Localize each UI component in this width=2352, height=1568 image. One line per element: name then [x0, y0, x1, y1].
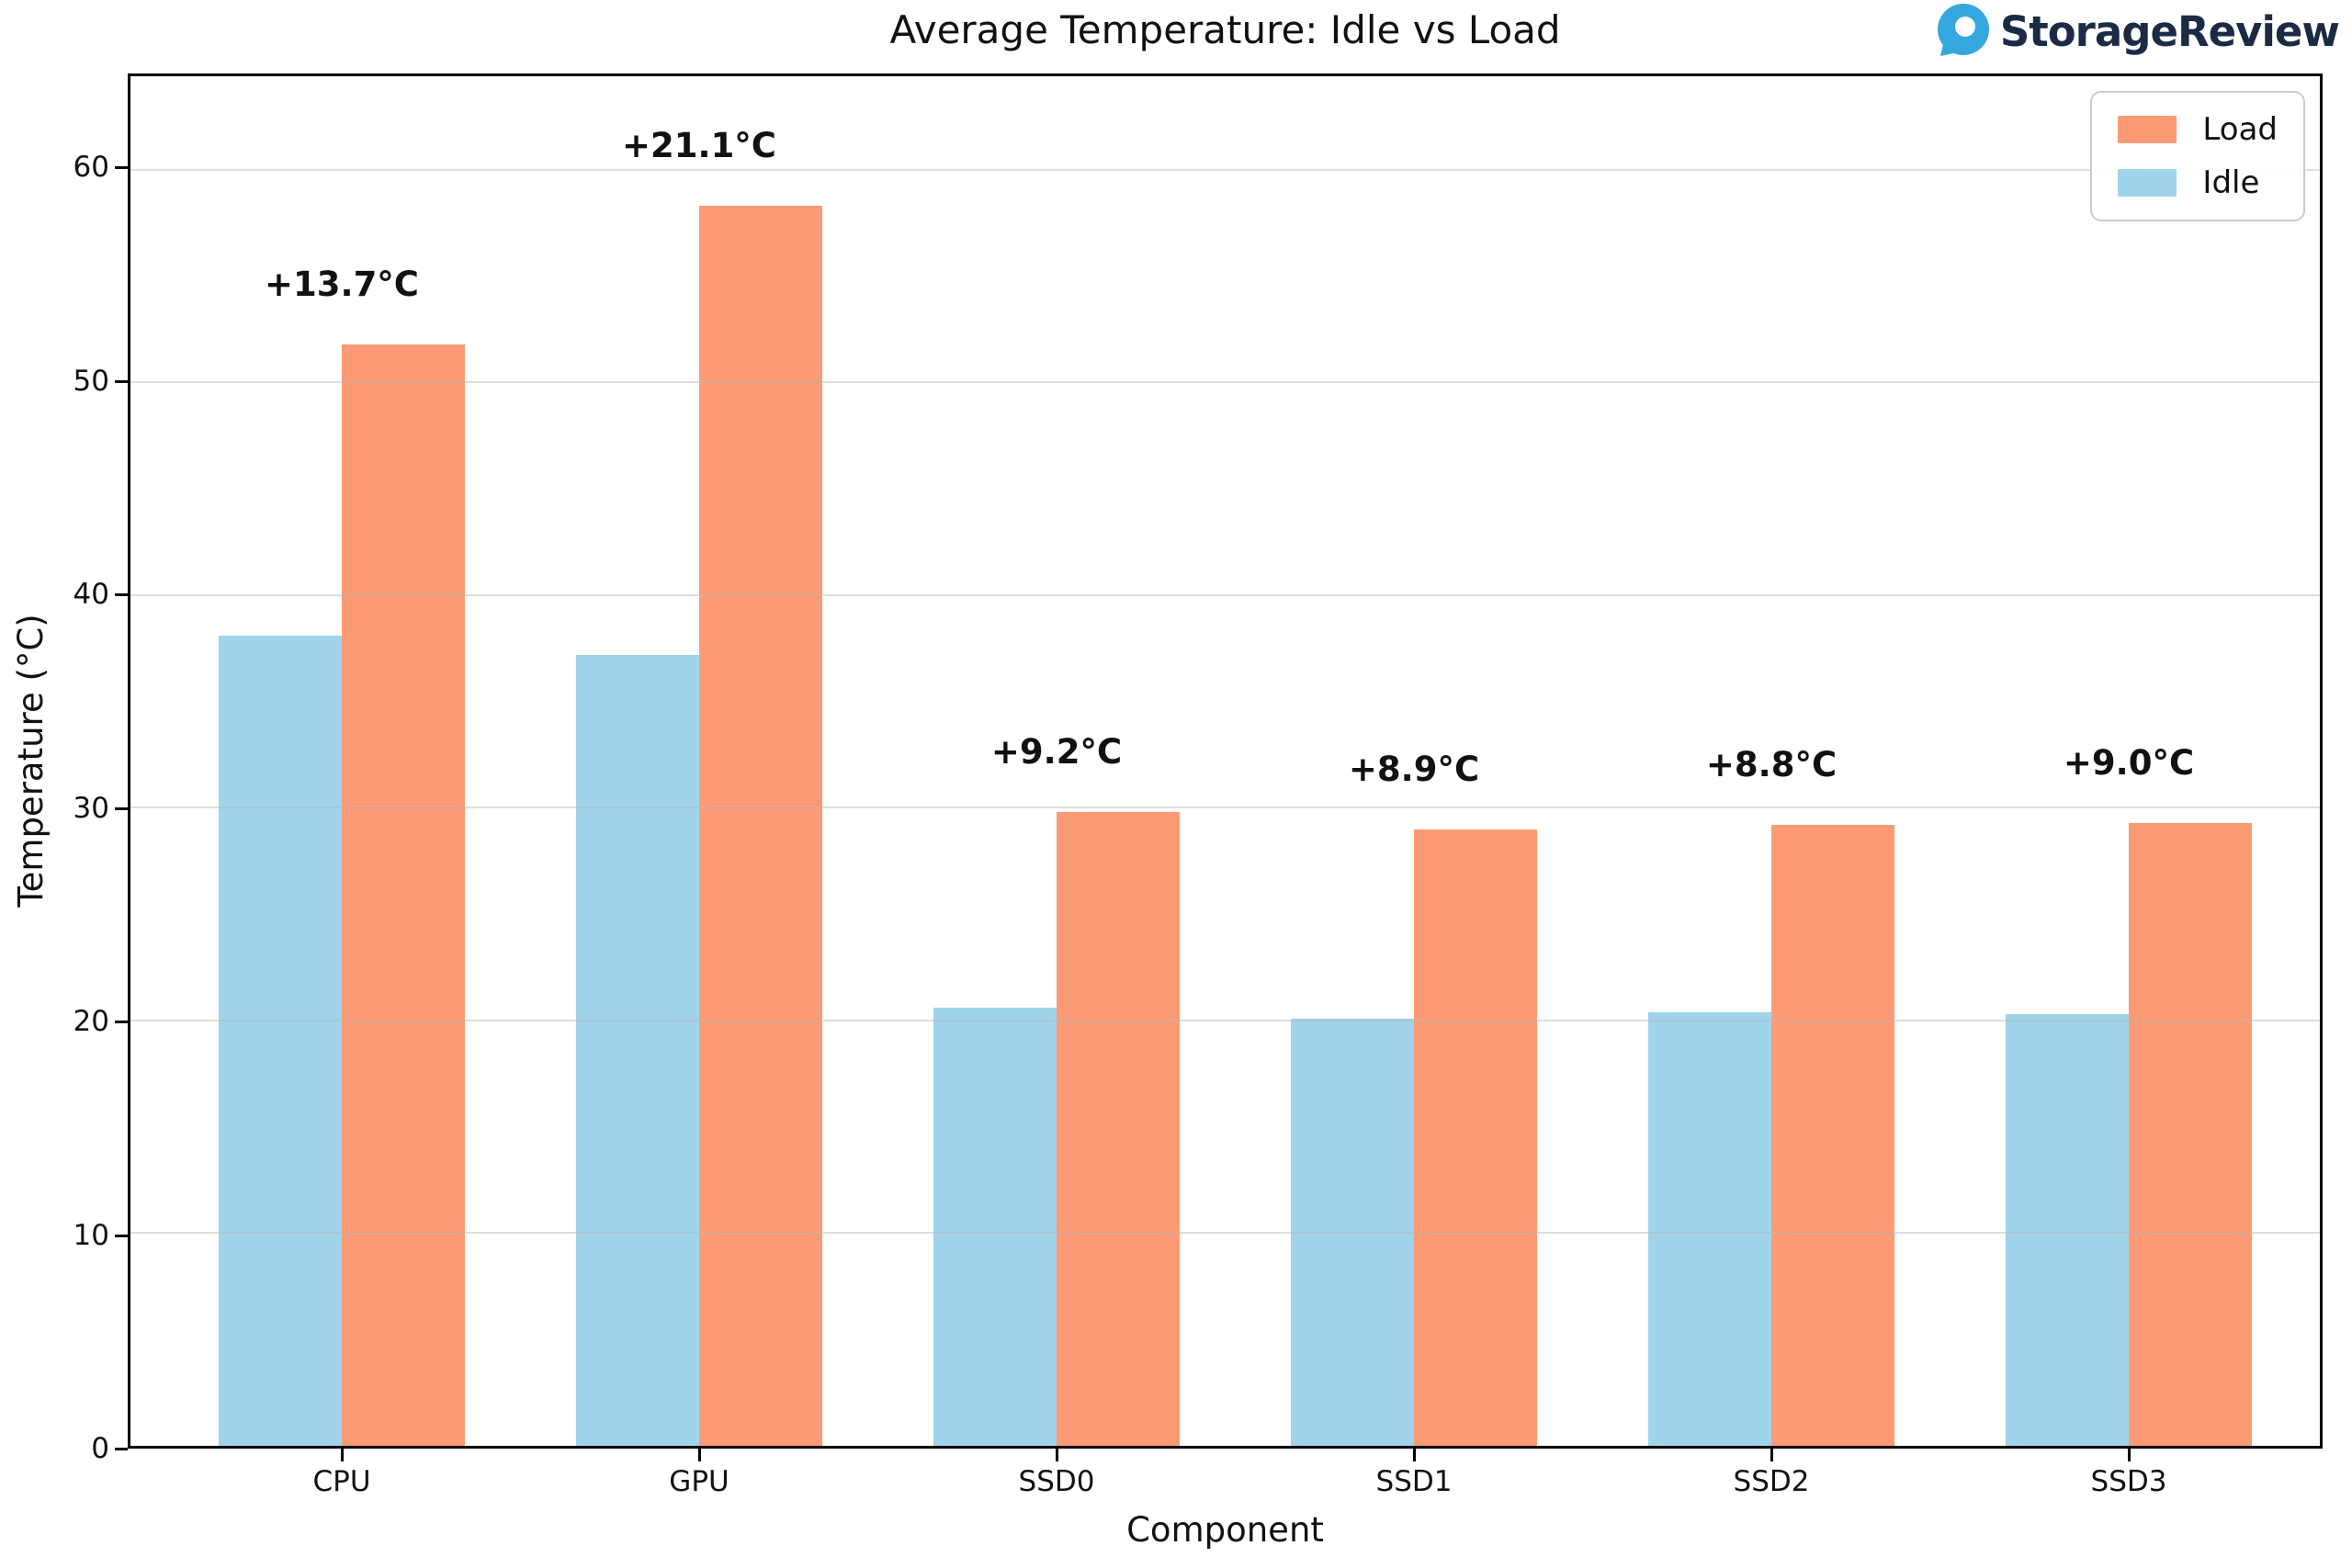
bar-idle-ssd3 — [2006, 1014, 2129, 1446]
bar-idle-gpu — [576, 654, 699, 1446]
x-tick-label-ssd1: SSD1 — [1375, 1465, 1453, 1498]
grid-line-10 — [130, 1232, 2320, 1235]
y-tick-label-10: 10 — [73, 1218, 109, 1252]
legend-label-load: Load — [2202, 111, 2278, 148]
storagereview-brand: StorageReview — [1932, 2, 2340, 61]
x-axis-label: Component — [1126, 1510, 1324, 1550]
delta-annotation-ssd3: +9.0°C — [2063, 742, 2195, 783]
x-tick-mark-ssd1 — [1413, 1449, 1416, 1461]
legend: Load Idle — [2090, 91, 2305, 221]
x-tick-mark-ssd0 — [1056, 1449, 1058, 1461]
y-tick-label-40: 40 — [73, 578, 109, 612]
plot-area: Load Idle +13.7°C +21.1°C +9.2°C +8.9°C +8.8°… — [128, 73, 2323, 1449]
grid-line-30 — [130, 807, 2320, 809]
y-tick-label-60: 60 — [73, 151, 109, 185]
bar-idle-ssd1 — [1291, 1018, 1414, 1446]
bar-load-ssd1 — [1414, 829, 1537, 1446]
y-tick-label-20: 20 — [73, 1005, 109, 1039]
delta-annotation-ssd2: +8.8°C — [1705, 744, 1838, 784]
y-tick-label-50: 50 — [73, 364, 109, 398]
bar-idle-ssd2 — [1648, 1011, 1771, 1446]
x-tick-label-ssd3: SSD3 — [2090, 1465, 2167, 1498]
x-tick-mark-cpu — [341, 1449, 344, 1461]
y-tick-mark-20 — [115, 1021, 128, 1024]
legend-row-load: Load — [2118, 111, 2278, 148]
legend-swatch-idle — [2118, 169, 2177, 197]
bar-load-ssd3 — [2129, 822, 2252, 1446]
y-tick-mark-40 — [115, 593, 128, 597]
y-tick-mark-0 — [115, 1448, 128, 1450]
y-tick-mark-10 — [115, 1234, 128, 1237]
chart-title: Average Temperature: Idle vs Load — [889, 7, 1561, 52]
delta-annotation-ssd1: +8.9°C — [1348, 749, 1480, 789]
bar-load-gpu — [699, 206, 822, 1446]
y-tick-mark-60 — [115, 166, 128, 170]
bar-load-cpu — [342, 344, 465, 1446]
x-tick-label-ssd0: SSD0 — [1018, 1465, 1095, 1498]
delta-annotation-ssd0: +9.2°C — [990, 732, 1123, 773]
legend-row-idle: Idle — [2118, 164, 2278, 201]
x-tick-label-cpu: CPU — [312, 1465, 371, 1498]
x-tick-mark-ssd3 — [2128, 1449, 2131, 1461]
bar-idle-ssd0 — [933, 1008, 1057, 1446]
x-tick-mark-gpu — [698, 1449, 701, 1461]
bar-load-ssd0 — [1057, 812, 1180, 1446]
bar-load-ssd2 — [1771, 824, 1894, 1446]
grid-line-50 — [130, 381, 2320, 384]
legend-label-idle: Idle — [2202, 164, 2260, 201]
delta-annotation-cpu: +13.7°C — [265, 264, 419, 304]
y-tick-mark-30 — [115, 807, 128, 810]
legend-swatch-load — [2118, 116, 2177, 143]
x-tick-label-gpu: GPU — [669, 1465, 729, 1498]
delta-annotation-gpu: +21.1°C — [622, 126, 776, 166]
x-tick-mark-ssd2 — [1770, 1449, 1773, 1461]
grid-line-60 — [130, 168, 2320, 171]
grid-line-20 — [130, 1019, 2320, 1021]
y-axis-label: Temperature (°C) — [11, 614, 51, 908]
storagereview-logo-icon — [1937, 4, 1989, 56]
y-tick-mark-50 — [115, 379, 128, 383]
x-tick-label-ssd2: SSD2 — [1733, 1465, 1810, 1498]
grid-line-40 — [130, 593, 2320, 596]
storagereview-logo-text: StorageReview — [1999, 6, 2340, 56]
y-tick-label-30: 30 — [73, 791, 109, 825]
bar-idle-cpu — [219, 635, 342, 1446]
y-tick-label-0: 0 — [91, 1432, 109, 1465]
